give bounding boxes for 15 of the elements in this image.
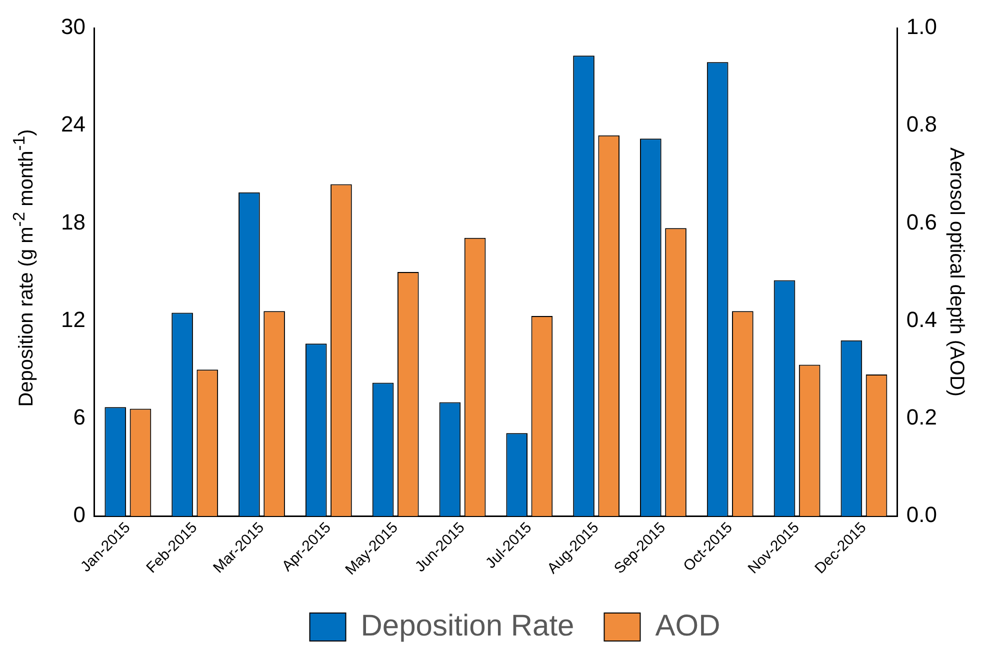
- y-tick-label: 30: [60, 14, 86, 40]
- y2-tick-label: 0.8: [906, 112, 938, 137]
- y2-axis-title: Aerosol optical depth (AOD): [945, 148, 968, 397]
- y-tick-label: 6: [73, 404, 86, 430]
- y-tick-label: 24: [60, 112, 86, 137]
- y2-tick-label: 0.0: [906, 502, 938, 528]
- y-tick-label: 12: [60, 306, 86, 332]
- y2-tick-label: 1.0: [906, 14, 938, 40]
- y2-tick-label: 0.2: [906, 404, 938, 430]
- y-tick-label: 18: [60, 209, 86, 234]
- legend-label: Deposition Rate: [360, 609, 574, 642]
- y2-tick-label: 0.6: [906, 209, 938, 234]
- y-tick-label: 0: [73, 502, 86, 528]
- y2-tick-label: 0.4: [906, 306, 938, 332]
- legend-label: AOD: [655, 609, 720, 642]
